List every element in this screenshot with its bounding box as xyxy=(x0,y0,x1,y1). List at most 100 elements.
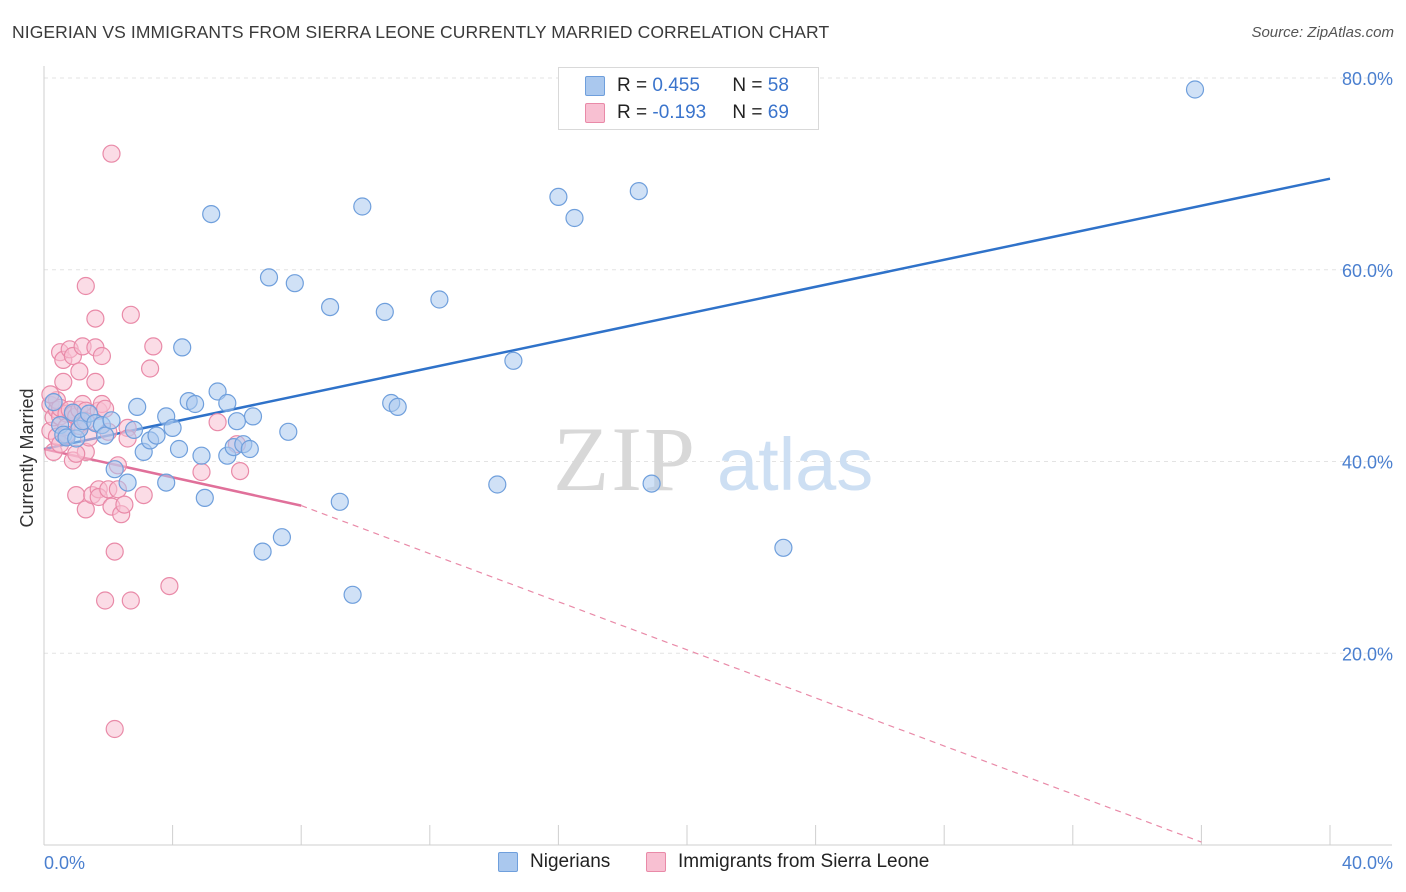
legend-label: Immigrants from Sierra Leone xyxy=(678,851,930,872)
nigerian-point xyxy=(169,439,189,459)
nigerian-point xyxy=(388,397,407,416)
y-tick-label: 20.0% xyxy=(1342,644,1393,664)
sierra-leone-point xyxy=(121,591,140,610)
sierra-leone-point xyxy=(121,305,140,324)
sierra-leone-swatch xyxy=(646,852,666,872)
nigerian-point xyxy=(44,393,63,412)
nigerians-swatch xyxy=(498,852,518,872)
trend-lines xyxy=(43,177,1331,843)
y-tick-label: 40.0% xyxy=(1342,453,1393,473)
grid-lines xyxy=(44,77,1392,654)
nigerian-point xyxy=(173,338,192,357)
sierra-leone-trend-extension xyxy=(300,505,1202,843)
r-label: R = xyxy=(617,75,653,96)
nigerian-point xyxy=(253,542,272,561)
sierra-leone-point xyxy=(102,144,121,163)
nigerian-point xyxy=(157,473,176,492)
legend-item-nigerians[interactable]: Nigerians xyxy=(498,851,610,873)
tick-labels: 20.0% 40.0% 60.0% 80.0% 0.0% 40.0% xyxy=(44,69,1393,873)
nigerian-point xyxy=(504,351,523,370)
sierra-leone-point xyxy=(105,719,124,739)
legend-item-sierra-leone[interactable]: Immigrants from Sierra Leone xyxy=(646,851,929,873)
nigerian-point xyxy=(1185,80,1205,99)
nigerian-point xyxy=(430,290,449,309)
nigerian-point xyxy=(285,274,304,293)
r-label: R = xyxy=(617,102,653,123)
sierra-leone-point xyxy=(54,372,73,391)
sierra-leone-point xyxy=(231,462,250,481)
nigerian-point xyxy=(192,446,211,465)
nigerian-point xyxy=(227,412,246,431)
sierra-leone-point xyxy=(70,362,89,381)
watermark: ZIP atlas xyxy=(553,408,873,510)
nigerian-point xyxy=(321,298,340,317)
stats-legend: R = 0.455 N = 58 R = -0.193 N = 69 xyxy=(558,67,819,130)
n-label: N = xyxy=(732,102,768,123)
nigerian-point xyxy=(102,411,121,430)
nigerian-point xyxy=(488,475,507,494)
x-tick-label: 40.0% xyxy=(1342,853,1393,873)
sierra-leone-point xyxy=(160,576,179,596)
n-value: 69 xyxy=(767,102,789,123)
sierra-leone-point xyxy=(86,372,105,391)
nigerian-point xyxy=(195,488,214,507)
legend-label: Nigerians xyxy=(530,851,611,872)
sierra-leone-point xyxy=(76,276,95,296)
n-value: 58 xyxy=(767,75,789,96)
source-label: Source: ZipAtlas.com xyxy=(1251,24,1394,41)
sierra-leone-point xyxy=(86,309,105,328)
nigerian-point xyxy=(124,420,144,439)
nigerian-point xyxy=(330,492,349,511)
r-value: -0.193 xyxy=(652,102,707,123)
nigerians-trend-line xyxy=(43,177,1331,451)
nigerian-point xyxy=(118,473,137,492)
sierra-leone-point xyxy=(67,486,86,505)
nigerian-point xyxy=(202,205,221,224)
nigerian-point xyxy=(642,474,661,493)
nigerian-point xyxy=(243,407,263,426)
watermark-zip: ZIP xyxy=(553,408,697,510)
series-legend: Nigerians Immigrants from Sierra Leone xyxy=(0,851,1406,877)
sierra-leone-point xyxy=(141,359,160,378)
sierra-leone-point xyxy=(192,462,211,482)
r-value: 0.455 xyxy=(652,75,700,96)
nigerian-point xyxy=(375,302,394,321)
axes xyxy=(43,66,1392,846)
nigerian-point xyxy=(353,197,372,216)
nigerian-point xyxy=(629,182,648,201)
nigerian-point xyxy=(565,208,584,228)
sierra-leone-swatch xyxy=(585,103,605,123)
y-tick-label: 80.0% xyxy=(1342,69,1393,89)
nigerian-point xyxy=(272,528,291,547)
series-nigerians xyxy=(44,80,1205,604)
nigerian-point xyxy=(279,422,298,441)
nigerian-point xyxy=(163,418,182,437)
x-tick-label: 0.0% xyxy=(44,853,85,873)
sierra-leone-point xyxy=(92,346,112,366)
sierra-leone-point xyxy=(134,486,153,505)
sierra-leone-point xyxy=(105,542,124,561)
nigerian-point xyxy=(147,426,166,445)
nigerian-point xyxy=(240,439,259,459)
y-axis-label: Currently Married xyxy=(17,388,37,527)
nigerians-swatch xyxy=(585,76,605,96)
stats-row-nigerians: R = 0.455 N = 58 xyxy=(585,74,789,98)
chart-title: NIGERIAN VS IMMIGRANTS FROM SIERRA LEONE… xyxy=(12,22,830,42)
sierra-leone-point xyxy=(95,591,115,610)
data-points xyxy=(41,80,1205,739)
nigerian-point xyxy=(105,460,124,479)
nigerian-point xyxy=(343,585,362,604)
nigerian-point xyxy=(95,426,115,445)
nigerian-point xyxy=(128,397,147,416)
sierra-leone-point xyxy=(144,337,163,356)
stats-row-sierra-leone: R = -0.193 N = 69 xyxy=(585,101,789,125)
n-label: N = xyxy=(732,75,768,96)
nigerian-point xyxy=(218,393,237,413)
sierra-leone-point xyxy=(115,495,134,514)
nigerian-point xyxy=(774,538,793,557)
sierra-leone-point xyxy=(67,444,86,463)
sierra-leone-point xyxy=(208,413,227,432)
nigerian-point xyxy=(186,394,205,414)
nigerian-point xyxy=(549,187,568,206)
